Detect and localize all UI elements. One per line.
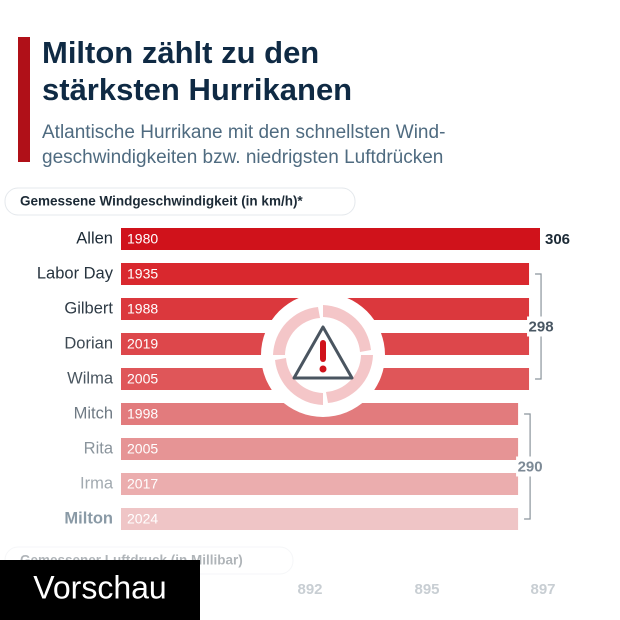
category-label: Allen: [76, 229, 113, 247]
bar: [121, 438, 519, 460]
category-label: Milton: [64, 509, 113, 527]
chart-title: Milton zählt zu den: [42, 35, 319, 70]
year-label: 2019: [127, 336, 158, 352]
year-label: 2017: [127, 476, 158, 492]
category-label: Mitch: [74, 404, 113, 422]
preview-badge: [0, 560, 200, 620]
category-label: Gilbert: [64, 299, 113, 317]
year-label: 2005: [127, 441, 158, 457]
pressure-value: 892: [297, 581, 322, 598]
pressure-value: 895: [414, 581, 439, 598]
year-label: 2005: [127, 371, 158, 387]
pressure-value: 897: [530, 581, 555, 598]
chart-subtitle: geschwindigkeiten bzw. niedrigsten Luftd…: [42, 147, 443, 168]
bar: [121, 263, 530, 285]
category-label: Wilma: [67, 369, 114, 387]
title-accent: [18, 37, 30, 162]
chart-title: stärksten Hurrikanen: [42, 72, 352, 107]
value-label: 298: [529, 318, 554, 335]
year-label: 1988: [127, 301, 158, 317]
year-label: 2024: [127, 511, 158, 527]
bar: [121, 228, 540, 250]
axis-pill: [4, 187, 356, 216]
year-label: 1935: [127, 266, 158, 282]
preview-text: Vorschau: [33, 569, 166, 605]
year-label: 1980: [127, 231, 158, 247]
value-label: 306: [545, 231, 570, 248]
bar: [121, 508, 519, 530]
hurricane-icon: [261, 293, 385, 417]
chart-subtitle: Atlantische Hurrikane mit den schnellste…: [42, 122, 445, 143]
year-label: 1998: [127, 406, 158, 422]
axis-label: Gemessene Windgeschwindigkeit (in km/h)*: [20, 194, 303, 209]
bracket-gap: [516, 456, 547, 477]
category-label: Rita: [84, 439, 114, 457]
bracket-gap: [527, 316, 558, 337]
category-label: Labor Day: [37, 264, 114, 282]
value-label: 290: [518, 458, 543, 475]
bar: [121, 473, 519, 495]
category-label: Irma: [80, 474, 114, 492]
category-label: Dorian: [64, 334, 113, 352]
